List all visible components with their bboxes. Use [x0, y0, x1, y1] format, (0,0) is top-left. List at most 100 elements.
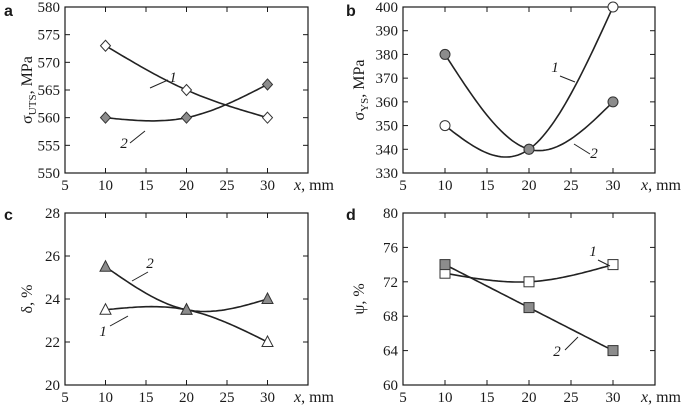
- y-tick-label: 72: [383, 275, 398, 291]
- y-tick-label: 400: [376, 0, 399, 16]
- series-1-point: [439, 120, 451, 132]
- y-tick-label: 68: [383, 309, 398, 325]
- series-1-point: [607, 259, 619, 271]
- series-label-leader: [149, 79, 169, 89]
- series-label: 2: [146, 256, 154, 272]
- y-tick-label: 80: [383, 206, 398, 222]
- y-tick-label: 26: [45, 249, 61, 265]
- series-label: 1: [589, 244, 597, 260]
- series-2-point: [99, 259, 112, 272]
- series-2-point: [180, 302, 193, 315]
- x-tick-label: 10: [438, 178, 453, 194]
- x-tick-label: 30: [606, 390, 621, 406]
- x-tick-label: 25: [220, 390, 235, 406]
- panel-b: b 5 10 15 20 25 30 x, mm 330 340 350 360 370 380 390 40…: [346, 0, 682, 194]
- x-tick-label: 25: [220, 178, 235, 194]
- series-2-point: [99, 111, 112, 124]
- series-1-point: [607, 1, 619, 13]
- series-label-leader: [559, 75, 576, 83]
- y-tick-label: 555: [38, 138, 61, 154]
- series-label: 1: [99, 324, 107, 340]
- series-label-leader: [129, 130, 146, 144]
- x-tick-label: 25: [564, 390, 579, 406]
- series-1-point: [261, 111, 274, 124]
- x-tick-label: 15: [480, 178, 495, 194]
- x-tick-label: 20: [522, 390, 537, 406]
- x-axis-label: x, mm: [640, 177, 682, 194]
- series-2-point: [607, 96, 619, 108]
- x-tick-label: 20: [179, 178, 194, 194]
- panel-d: d 5 10 15 20 25 30 x, mm 60 64 68 72 76 80 ψ, % 1 2: [346, 206, 682, 406]
- y-tick-label: 350: [376, 119, 399, 135]
- y-tick-label: 24: [45, 292, 61, 308]
- y-tick-label: 565: [38, 83, 61, 99]
- x-tick-label: 30: [260, 178, 275, 194]
- y-tick-label: 76: [383, 240, 399, 256]
- x-axis-label: x, mm: [640, 389, 682, 406]
- y-tick-label: 550: [38, 166, 61, 182]
- y-tick-label: 570: [38, 55, 61, 71]
- y-tick-label: 360: [376, 95, 399, 111]
- series-2-point: [439, 48, 451, 60]
- y-tick-label: 370: [376, 71, 399, 87]
- x-tick-label: 15: [139, 178, 154, 194]
- series-2-curve: [444, 53, 614, 152]
- panel-c: c 5 10 15 20 25 30 x, mm 20 22 24 26 28 δ, % 1 2: [4, 206, 335, 406]
- x-tick-label: 20: [522, 178, 537, 194]
- panel-letter: c: [4, 207, 13, 224]
- panel-letter: d: [346, 207, 356, 224]
- x-tick-label: 20: [179, 390, 194, 406]
- series-label: 2: [590, 146, 598, 162]
- panel-letter: a: [4, 3, 13, 20]
- series-label-leader: [131, 271, 149, 282]
- series-label: 1: [169, 70, 177, 86]
- x-tick-label: 10: [438, 390, 453, 406]
- x-axis-label: x, mm: [293, 177, 335, 194]
- y-tick-label: 390: [376, 24, 399, 40]
- x-tick-label: 10: [98, 390, 113, 406]
- x-tick-label: 5: [399, 178, 407, 194]
- y-tick-label: 575: [38, 28, 61, 44]
- series-1-point: [180, 83, 193, 97]
- y-tick-label: 560: [38, 111, 61, 127]
- x-tick-label: 30: [260, 390, 275, 406]
- y-tick-label: 330: [376, 166, 399, 182]
- series-label: 2: [553, 344, 561, 360]
- panel-a: a 5 10 15 20 25 30 x, mm 550 555 560 565 570 575 580 σU…: [4, 0, 335, 194]
- x-axis-label: x, mm: [293, 389, 335, 406]
- series-1-point: [261, 334, 274, 347]
- y-axis-label: ψ, %: [351, 283, 368, 314]
- y-tick-label: 340: [376, 142, 399, 158]
- y-tick-label: 20: [45, 378, 60, 394]
- series-2-point: [261, 78, 274, 91]
- series-label-leader: [109, 315, 129, 327]
- y-axis-label: σYS, MPa: [351, 60, 371, 121]
- series-2-point: [439, 259, 451, 271]
- series-1-curve: [105, 45, 268, 119]
- series-label-leader: [597, 259, 611, 267]
- series-2-point: [523, 143, 535, 155]
- series-2-point: [261, 291, 274, 304]
- x-tick-label: 30: [606, 178, 621, 194]
- y-tick-label: 28: [45, 206, 60, 222]
- y-axis-label: σUTS, MPa: [19, 56, 39, 124]
- x-tick-label: 10: [98, 178, 113, 194]
- series-2-point: [180, 111, 193, 124]
- panel-letter: b: [346, 3, 356, 20]
- series-label: 1: [551, 60, 559, 76]
- series-1-curve: [444, 6, 614, 158]
- y-tick-label: 22: [45, 335, 60, 351]
- x-tick-label: 15: [139, 390, 154, 406]
- x-tick-label: 5: [61, 178, 69, 194]
- y-tick-label: 64: [383, 344, 399, 360]
- series-2-point: [607, 345, 619, 357]
- x-tick-label: 25: [564, 178, 579, 194]
- x-tick-label: 15: [480, 390, 495, 406]
- x-tick-label: 5: [399, 390, 407, 406]
- series-label: 2: [120, 136, 128, 152]
- series-label-leader: [573, 143, 591, 155]
- y-tick-label: 580: [38, 0, 61, 16]
- plot-frame: [64, 212, 309, 386]
- series-1-point: [99, 302, 112, 315]
